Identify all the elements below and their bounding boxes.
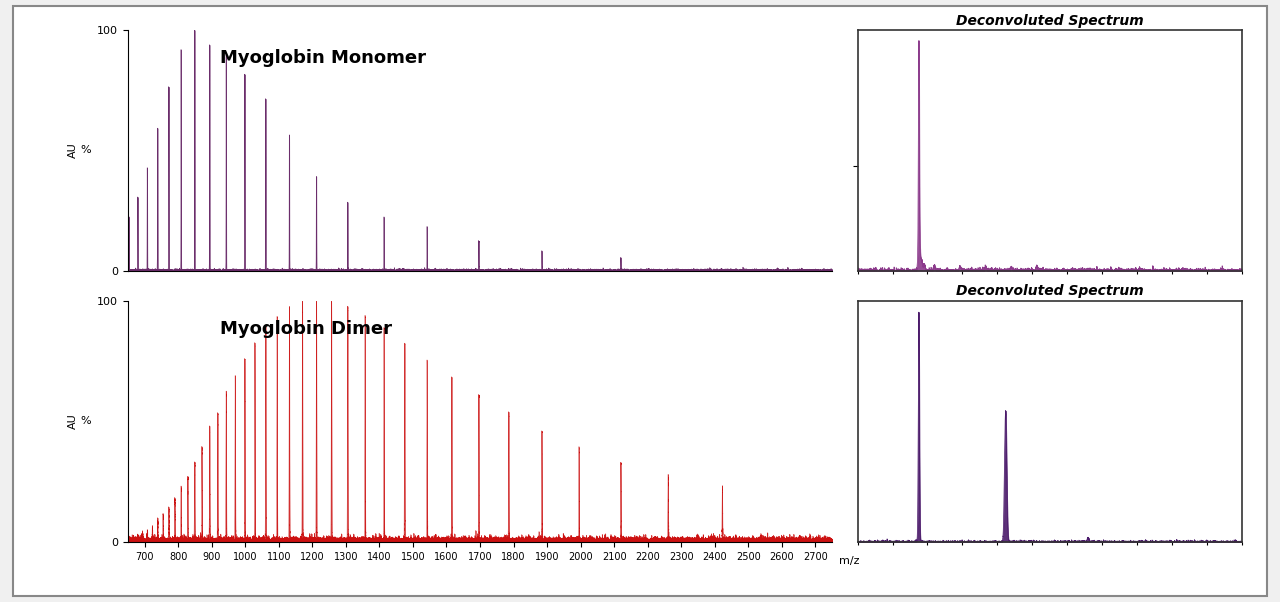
- Text: %: %: [81, 146, 91, 155]
- Text: Myoglobin Dimer: Myoglobin Dimer: [220, 320, 392, 338]
- Y-axis label: AU: AU: [68, 143, 78, 158]
- FancyBboxPatch shape: [13, 6, 1267, 596]
- Title: Deconvoluted Spectrum: Deconvoluted Spectrum: [956, 13, 1143, 28]
- Text: %: %: [81, 417, 91, 426]
- Title: Deconvoluted Spectrum: Deconvoluted Spectrum: [956, 284, 1143, 299]
- Text: m/z: m/z: [840, 556, 860, 566]
- Text: Myoglobin Monomer: Myoglobin Monomer: [220, 49, 425, 67]
- Y-axis label: AU: AU: [68, 414, 78, 429]
